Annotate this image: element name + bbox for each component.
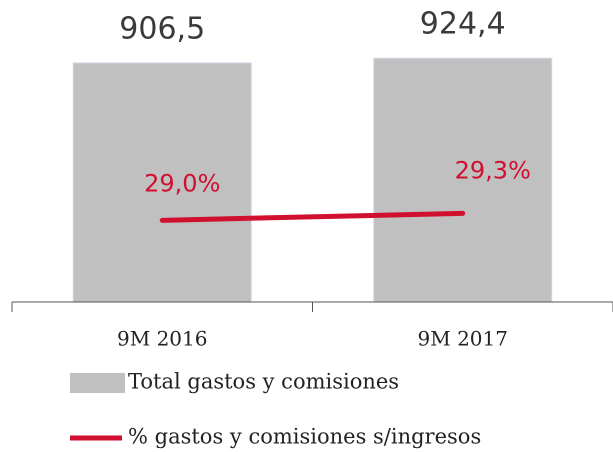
x-tick-label: 9M 2017	[418, 327, 508, 351]
legend-swatch	[70, 373, 125, 393]
line-value-label: 29,0%	[144, 169, 220, 197]
legend-label: Total gastos y comisiones	[128, 370, 399, 394]
legend-label: % gastos y comisiones s/ingresos	[128, 425, 481, 449]
bar-value-label: 906,5	[119, 11, 205, 46]
line-value-label: 29,3%	[455, 156, 531, 184]
line	[159, 210, 466, 223]
bar	[373, 57, 553, 303]
x-tick-label: 9M 2016	[117, 327, 207, 351]
bar	[72, 62, 252, 303]
bar-value-label: 924,4	[420, 7, 506, 42]
